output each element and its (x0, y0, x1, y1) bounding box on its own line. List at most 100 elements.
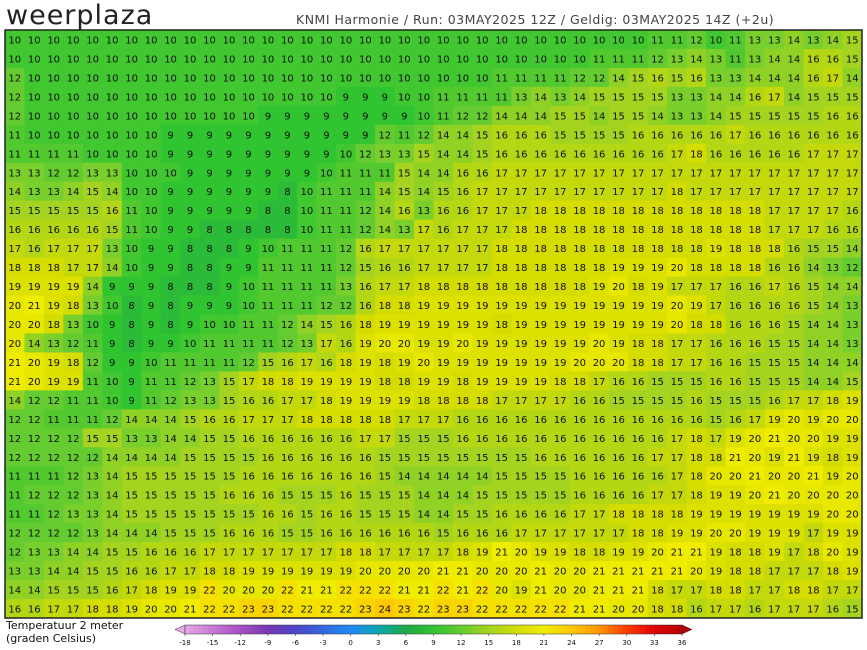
temperature-label: 10 (612, 35, 625, 46)
temperature-cell (452, 200, 473, 221)
temperature-cell (608, 276, 629, 297)
temperature-cell (452, 428, 473, 448)
temperature-cell (199, 276, 220, 297)
temperature-cell (121, 257, 142, 278)
temperature-cell (355, 200, 376, 221)
temperature-cell (316, 162, 337, 183)
temperature-cell (5, 447, 25, 467)
temperature-label: 11 (729, 35, 742, 46)
temperature-cell (745, 276, 766, 297)
temperature-label: 12 (164, 396, 177, 407)
temperature-label: 15 (106, 225, 119, 236)
temperature-cell (725, 143, 746, 164)
temperature-cell (511, 105, 532, 126)
temperature-label: 19 (807, 510, 820, 521)
temperature-label: 22 (339, 605, 352, 616)
temperature-label: 17 (807, 168, 820, 179)
temperature-label: 10 (495, 54, 508, 65)
temperature-cell (511, 485, 532, 505)
temperature-label: 14 (417, 472, 430, 483)
temperature-cell (82, 276, 103, 297)
temperature-label: 20 (262, 586, 275, 597)
temperature-label: 10 (223, 320, 236, 331)
temperature-field: 10 10 10 10 10 10 10 10 10 10 10 10 10 10 10 10 10 10 10 10… (5, 30, 863, 619)
temperature-cell (491, 219, 512, 240)
colorbar-segment (355, 625, 361, 634)
temperature-label: 21 (534, 586, 547, 597)
temperature-label: 10 (145, 130, 158, 141)
temperature-label: 20 (826, 491, 839, 502)
temperature-label: 17 (476, 263, 489, 274)
temperature-cell (336, 30, 357, 50)
temperature-label: 10 (417, 111, 430, 122)
temperature-label: 9 (323, 149, 329, 160)
temperature-label: 15 (417, 453, 430, 464)
colorbar-segment (272, 625, 278, 634)
temperature-label: 17 (203, 548, 216, 559)
temperature-cell (784, 447, 805, 467)
temperature-label: 15 (846, 605, 859, 616)
temperature-cell (803, 333, 824, 353)
colorbar-segment (318, 625, 324, 634)
temperature-label: 17 (398, 415, 411, 426)
temperature-cell (842, 67, 863, 88)
temperature-cell (433, 333, 454, 353)
temperature-cell (63, 409, 84, 429)
temperature-label: 16 (223, 529, 236, 540)
temperature-label: 16 (28, 605, 41, 616)
temperature-cell (589, 200, 610, 221)
temperature-cell (102, 143, 123, 164)
temperature-cell (121, 523, 142, 543)
temperature-cell (24, 143, 45, 164)
temperature-cell (336, 333, 357, 353)
temperature-label: 19 (495, 358, 508, 369)
temperature-label: 9 (206, 168, 212, 179)
temperature-cell (375, 67, 396, 88)
temperature-cell (336, 219, 357, 240)
temperature-cell (745, 333, 766, 353)
colorbar-segment (300, 625, 306, 634)
temperature-cell (667, 181, 688, 202)
temperature-cell (102, 371, 123, 391)
temperature-label: 14 (826, 320, 839, 331)
temperature-label: 14 (437, 130, 450, 141)
temperature-label: 8 (167, 282, 173, 293)
temperature-label: 18 (651, 586, 664, 597)
temperature-cell (491, 48, 512, 69)
temperature-cell (706, 30, 727, 50)
temperature-label: 10 (125, 54, 138, 65)
temperature-label: 17 (710, 301, 723, 312)
colorbar-segment (235, 625, 241, 634)
temperature-cell (608, 409, 629, 429)
temperature-cell (43, 162, 64, 183)
temperature-cell (355, 162, 376, 183)
temperature-cell (667, 390, 688, 410)
temperature-cell (394, 143, 415, 164)
temperature-label: 15 (145, 472, 158, 483)
temperature-label: 16 (339, 320, 352, 331)
temperature-cell (725, 390, 746, 410)
temperature-cell (784, 276, 805, 297)
temperature-label: 10 (28, 130, 41, 141)
temperature-cell (452, 219, 473, 240)
temperature-cell (745, 371, 766, 391)
temperature-label: 10 (164, 35, 177, 46)
temperature-cell (394, 352, 415, 372)
temperature-label: 17 (593, 187, 606, 198)
temperature-cell (102, 181, 123, 202)
temperature-cell (433, 314, 454, 334)
temperature-label: 18 (476, 282, 489, 293)
temperature-cell (414, 466, 434, 486)
temperature-label: 9 (148, 263, 154, 274)
temperature-cell (686, 466, 707, 486)
temperature-label: 10 (339, 54, 352, 65)
temperature-label: 17 (242, 415, 255, 426)
temperature-cell (433, 276, 454, 297)
temperature-label: 13 (203, 396, 216, 407)
temperature-label: 15 (515, 472, 528, 483)
temperature-cell (803, 295, 824, 316)
temperature-label: 18 (339, 358, 352, 369)
temperature-cell (764, 295, 785, 316)
temperature-cell (102, 390, 123, 410)
temperature-label: 9 (304, 168, 310, 179)
